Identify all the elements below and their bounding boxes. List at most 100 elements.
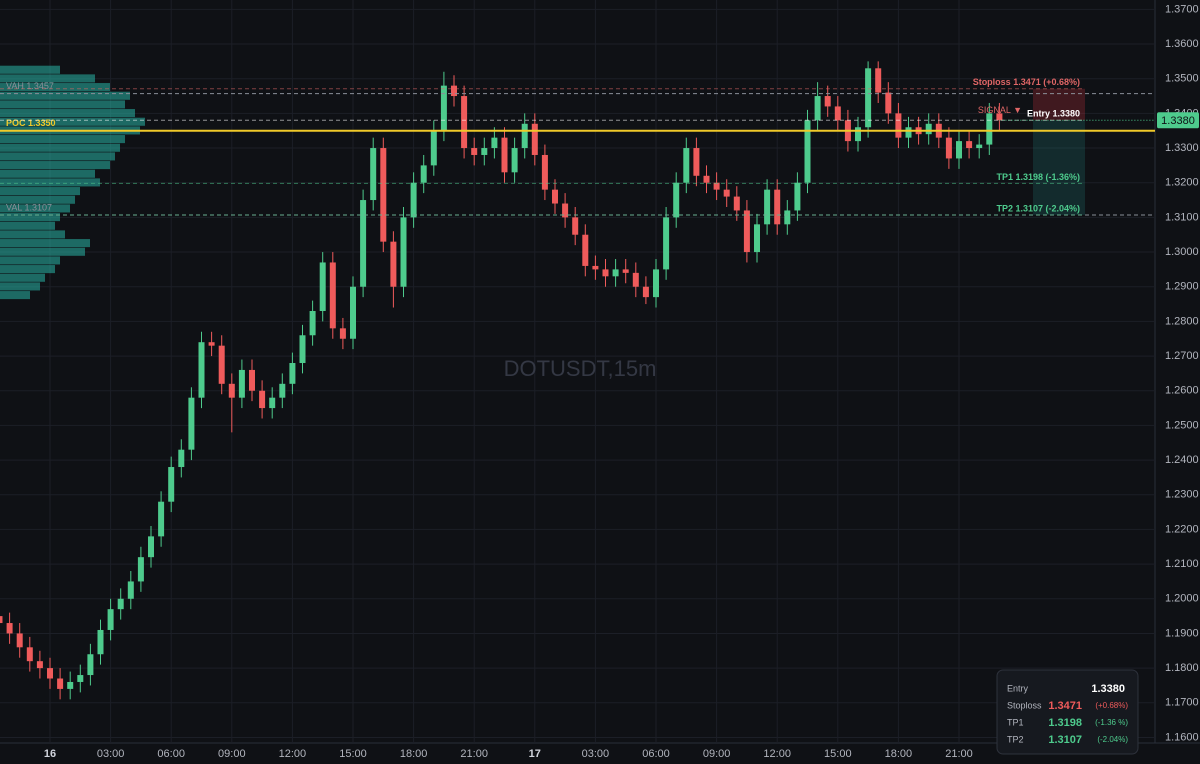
volume-profile-bar bbox=[0, 204, 70, 213]
candle-body bbox=[754, 224, 760, 253]
candle-body bbox=[420, 165, 427, 183]
x-tick-label: 03:00 bbox=[97, 748, 125, 760]
candle-body bbox=[966, 141, 973, 149]
candle-body bbox=[289, 363, 296, 384]
candle-body bbox=[582, 234, 589, 266]
candle-body bbox=[6, 623, 13, 634]
candle-body bbox=[794, 182, 801, 211]
x-tick-label: 21:00 bbox=[945, 748, 973, 760]
volume-profile-bar bbox=[0, 74, 95, 83]
y-tick-label: 1.3000 bbox=[1165, 246, 1199, 258]
candle-body bbox=[471, 148, 478, 155]
x-tick-label: 06:00 bbox=[157, 748, 185, 760]
candle-body bbox=[259, 390, 266, 409]
x-tick-label: 17 bbox=[529, 748, 541, 760]
candle-body bbox=[178, 449, 185, 468]
volume-profile-bar bbox=[0, 247, 85, 256]
y-tick-label: 1.1700 bbox=[1165, 697, 1199, 709]
y-tick-label: 1.1900 bbox=[1165, 627, 1199, 639]
candle-body bbox=[501, 137, 508, 173]
candle-body bbox=[683, 148, 690, 183]
candle-body bbox=[521, 123, 528, 149]
x-tick-label: 09:00 bbox=[218, 748, 246, 760]
candle-body bbox=[461, 96, 468, 149]
candle-body bbox=[410, 182, 417, 218]
candle-body bbox=[481, 148, 488, 155]
candle-body bbox=[713, 182, 720, 190]
volume-profile-bar bbox=[0, 230, 65, 239]
volume-profile-bar bbox=[0, 213, 60, 222]
candle-body bbox=[97, 629, 104, 655]
panel-row-name: Stoploss bbox=[1007, 700, 1042, 710]
profile-level-label: POC 1.3350 bbox=[6, 118, 56, 128]
y-tick-label: 1.2800 bbox=[1165, 315, 1199, 327]
y-tick-label: 1.3100 bbox=[1165, 211, 1199, 223]
candle-body bbox=[127, 581, 134, 599]
y-tick-label: 1.2100 bbox=[1165, 558, 1199, 570]
candle-body bbox=[218, 345, 225, 384]
last-price-tag bbox=[1157, 112, 1199, 129]
y-tick-label: 1.1600 bbox=[1165, 731, 1199, 743]
candle-body bbox=[148, 536, 154, 558]
trade-level-label: Entry 1.3380 bbox=[1027, 109, 1080, 119]
panel-row-name: Entry bbox=[1007, 683, 1029, 693]
candle-body bbox=[350, 286, 356, 339]
candle-body bbox=[865, 68, 872, 128]
candle-body bbox=[380, 148, 387, 242]
y-tick-label: 1.2200 bbox=[1165, 523, 1199, 535]
candle-body bbox=[238, 369, 245, 398]
y-tick-label: 1.2000 bbox=[1165, 593, 1199, 605]
candle-body bbox=[945, 137, 952, 159]
candle-body bbox=[440, 85, 447, 131]
volume-profile-bar bbox=[0, 100, 125, 109]
y-tick-label: 1.1800 bbox=[1165, 662, 1199, 674]
candle-body bbox=[158, 501, 165, 537]
volume-profile-bar bbox=[0, 273, 45, 282]
candle-body bbox=[309, 310, 316, 336]
y-tick-label: 1.2500 bbox=[1165, 419, 1199, 431]
candle-body bbox=[390, 241, 397, 287]
candle-body bbox=[451, 85, 457, 97]
candle-body bbox=[602, 269, 609, 277]
candle-body bbox=[956, 141, 962, 159]
candle-body bbox=[137, 557, 144, 582]
candle-body bbox=[895, 113, 902, 138]
candle-body bbox=[87, 654, 94, 676]
y-tick-label: 1.3600 bbox=[1165, 38, 1199, 50]
x-tick-label: 12:00 bbox=[279, 748, 307, 760]
y-tick-label: 1.2900 bbox=[1165, 281, 1199, 293]
candle-body bbox=[329, 262, 336, 329]
candle-body bbox=[885, 92, 892, 114]
volume-profile-bar bbox=[0, 83, 110, 92]
x-tick-label: 15:00 bbox=[824, 748, 852, 760]
candle-body bbox=[562, 203, 569, 218]
volume-profile-bar bbox=[0, 152, 115, 161]
volume-profile-bar bbox=[0, 195, 75, 204]
candle-body bbox=[925, 123, 932, 135]
y-tick-label: 1.3700 bbox=[1165, 3, 1199, 15]
candle-body bbox=[552, 189, 558, 204]
profile-level-label: VAH 1.3457 bbox=[6, 81, 54, 91]
panel-row-price: 1.3471 bbox=[1048, 700, 1082, 712]
y-tick-label: 1.3300 bbox=[1165, 142, 1199, 154]
candle-body bbox=[511, 148, 518, 173]
x-tick-label: 12:00 bbox=[763, 748, 791, 760]
trade-level-label: TP2 1.3107 (-2.04%) bbox=[996, 203, 1080, 213]
volume-profile-bar bbox=[0, 65, 60, 74]
signal-label: SIGNAL ▼ bbox=[978, 105, 1022, 115]
volume-profile-bar bbox=[0, 169, 95, 178]
candle-body bbox=[107, 609, 114, 630]
last-price-label: 1.3380 bbox=[1161, 115, 1195, 127]
x-tick-label: 15:00 bbox=[339, 748, 367, 760]
watermark: DOTUSDT,15m bbox=[504, 356, 657, 381]
volume-profile-bar bbox=[0, 221, 55, 230]
candle-body bbox=[279, 383, 286, 398]
candle-body bbox=[228, 383, 235, 398]
candle-body bbox=[26, 647, 33, 662]
panel-row-name: TP1 bbox=[1007, 717, 1024, 727]
candle-body bbox=[673, 182, 680, 218]
candle-body bbox=[531, 123, 538, 155]
candle-body bbox=[117, 598, 124, 610]
volume-profile-bar bbox=[0, 109, 135, 118]
volume-profile-bar bbox=[0, 265, 55, 274]
